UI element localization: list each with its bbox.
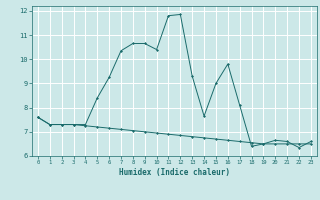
X-axis label: Humidex (Indice chaleur): Humidex (Indice chaleur) <box>119 168 230 177</box>
